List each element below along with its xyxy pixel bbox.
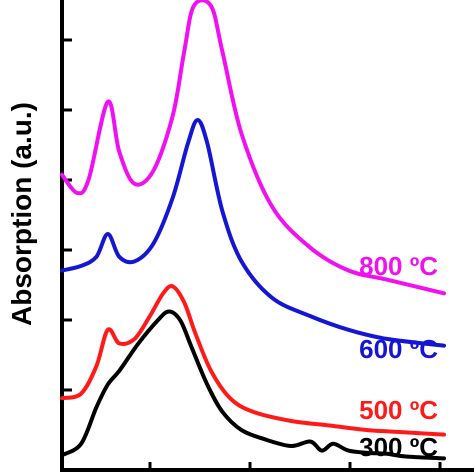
series-curves <box>60 0 446 461</box>
series-label-3: 800 ºC <box>359 251 438 281</box>
series-label-2: 600 ºC <box>359 334 438 364</box>
series-label-1: 500 ºC <box>359 395 438 425</box>
y-axis-label: Absorption (a.u.) <box>6 102 37 326</box>
series-line-0 <box>60 309 446 461</box>
series-line-3 <box>60 0 446 296</box>
series-labels: 300 ºC 500 ºC 600 ºC 800 ºC <box>359 251 438 462</box>
series-line-1 <box>60 284 446 437</box>
series-line-2 <box>60 118 446 348</box>
series-label-0: 300 ºC <box>359 432 438 462</box>
axes <box>60 0 474 472</box>
